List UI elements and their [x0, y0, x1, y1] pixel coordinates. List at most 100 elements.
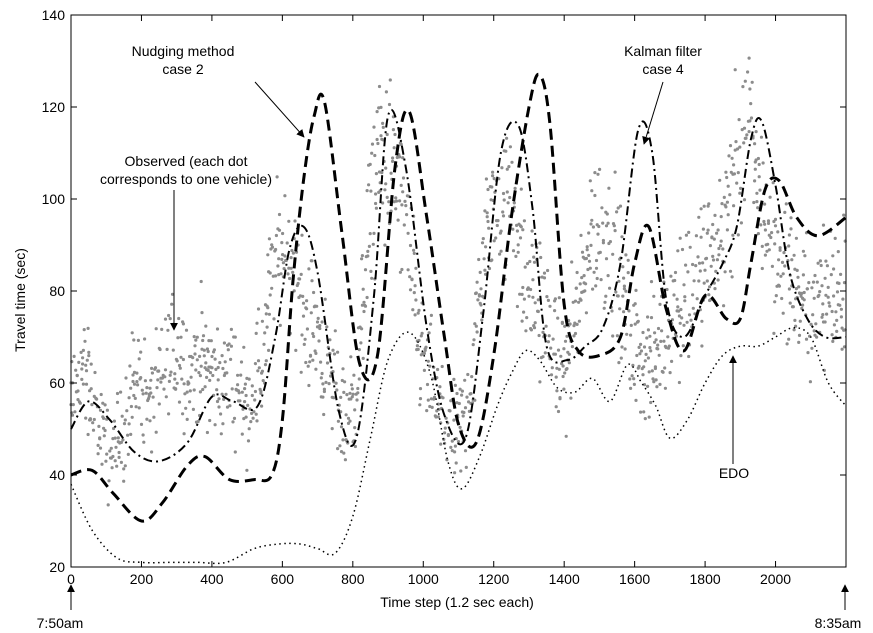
observed-point — [520, 292, 524, 296]
observed-point — [643, 359, 647, 363]
observed-point — [98, 446, 103, 450]
observed-point — [757, 175, 761, 179]
observed-point — [109, 446, 113, 450]
observed-point — [749, 116, 754, 120]
observed-point — [798, 319, 802, 323]
observed-point — [304, 360, 308, 365]
observed-point — [712, 237, 716, 241]
observed-point — [342, 451, 346, 455]
observed-point — [780, 296, 784, 301]
observed-point — [412, 291, 416, 295]
observed-point — [198, 390, 202, 394]
observed-point — [611, 252, 615, 256]
observed-point — [680, 247, 685, 252]
observed-point — [524, 329, 528, 333]
observed-point — [107, 479, 111, 483]
observed-point — [620, 345, 624, 349]
observed-point — [684, 233, 689, 237]
observed-point — [604, 257, 609, 261]
observed-point — [303, 337, 307, 341]
observed-point — [840, 326, 844, 330]
y-tick-label: 140 — [42, 7, 66, 23]
observed-point — [270, 286, 274, 290]
observed-point — [370, 276, 374, 280]
observed-point — [598, 167, 602, 171]
observed-point — [608, 286, 612, 290]
observed-point — [383, 188, 387, 192]
observed-point — [96, 452, 100, 456]
observed-point — [774, 294, 778, 298]
observed-point — [384, 182, 388, 186]
observed-point — [471, 343, 475, 347]
observed-point — [680, 316, 684, 320]
observed-point — [662, 280, 666, 284]
observed-point — [201, 334, 206, 338]
observed-point — [629, 333, 633, 337]
observed-point — [331, 348, 335, 352]
observed-point — [794, 324, 798, 328]
observed-point — [198, 354, 202, 358]
observed-point — [742, 141, 746, 145]
observed-point — [225, 405, 230, 409]
observed-point — [119, 460, 123, 464]
observed-point — [842, 281, 847, 285]
observed-point — [300, 333, 304, 337]
observed-point — [202, 354, 206, 358]
observed-point — [226, 348, 230, 352]
observed-point — [188, 400, 192, 404]
observed-point — [510, 160, 514, 164]
observed-point — [221, 422, 225, 426]
observed-point — [474, 324, 478, 328]
observed-point — [674, 334, 678, 338]
observed-point — [139, 376, 143, 380]
observed-point — [696, 255, 700, 259]
observed-point — [81, 382, 85, 386]
observed-point — [501, 191, 506, 196]
observed-point — [787, 287, 792, 291]
observed-point — [792, 253, 796, 257]
observed-point — [239, 373, 243, 377]
series-nudging-line — [70, 72, 847, 523]
observed-point — [371, 242, 375, 246]
observed-point — [391, 156, 395, 160]
observed-point — [101, 401, 105, 405]
observed-point — [137, 357, 141, 361]
observed-point — [99, 392, 103, 397]
observed-point — [399, 183, 403, 187]
observed-point — [577, 319, 582, 323]
observed-point — [294, 250, 299, 254]
observed-point — [422, 351, 426, 355]
observed-point — [508, 145, 512, 149]
observed-point — [287, 266, 291, 270]
observed-point — [116, 436, 120, 440]
observed-point — [763, 253, 768, 257]
observed-point — [419, 334, 423, 338]
observed-point — [263, 331, 267, 335]
observed-point — [721, 247, 725, 251]
observed-point — [81, 348, 85, 352]
observed-point — [410, 277, 414, 281]
observed-point — [587, 253, 591, 257]
observed-point — [694, 264, 698, 268]
observed-point — [832, 294, 836, 298]
observed-point — [132, 393, 136, 398]
x-tick-label: 400 — [200, 571, 224, 587]
observed-point — [836, 250, 840, 254]
observed-point — [316, 316, 320, 320]
observed-point — [294, 348, 298, 352]
observed-point — [126, 452, 130, 456]
observed-point — [508, 195, 512, 200]
observed-point — [795, 268, 799, 272]
observed-point — [811, 313, 815, 317]
observed-point — [229, 344, 233, 348]
observed-point — [86, 432, 90, 437]
observed-point — [452, 418, 456, 422]
observed-point — [238, 399, 242, 403]
observed-point — [669, 274, 673, 278]
observed-point — [129, 404, 133, 409]
observed-point — [463, 378, 467, 382]
observed-point — [652, 380, 656, 384]
observed-point — [530, 243, 534, 247]
observed-point — [532, 255, 536, 259]
observed-point — [725, 175, 729, 180]
